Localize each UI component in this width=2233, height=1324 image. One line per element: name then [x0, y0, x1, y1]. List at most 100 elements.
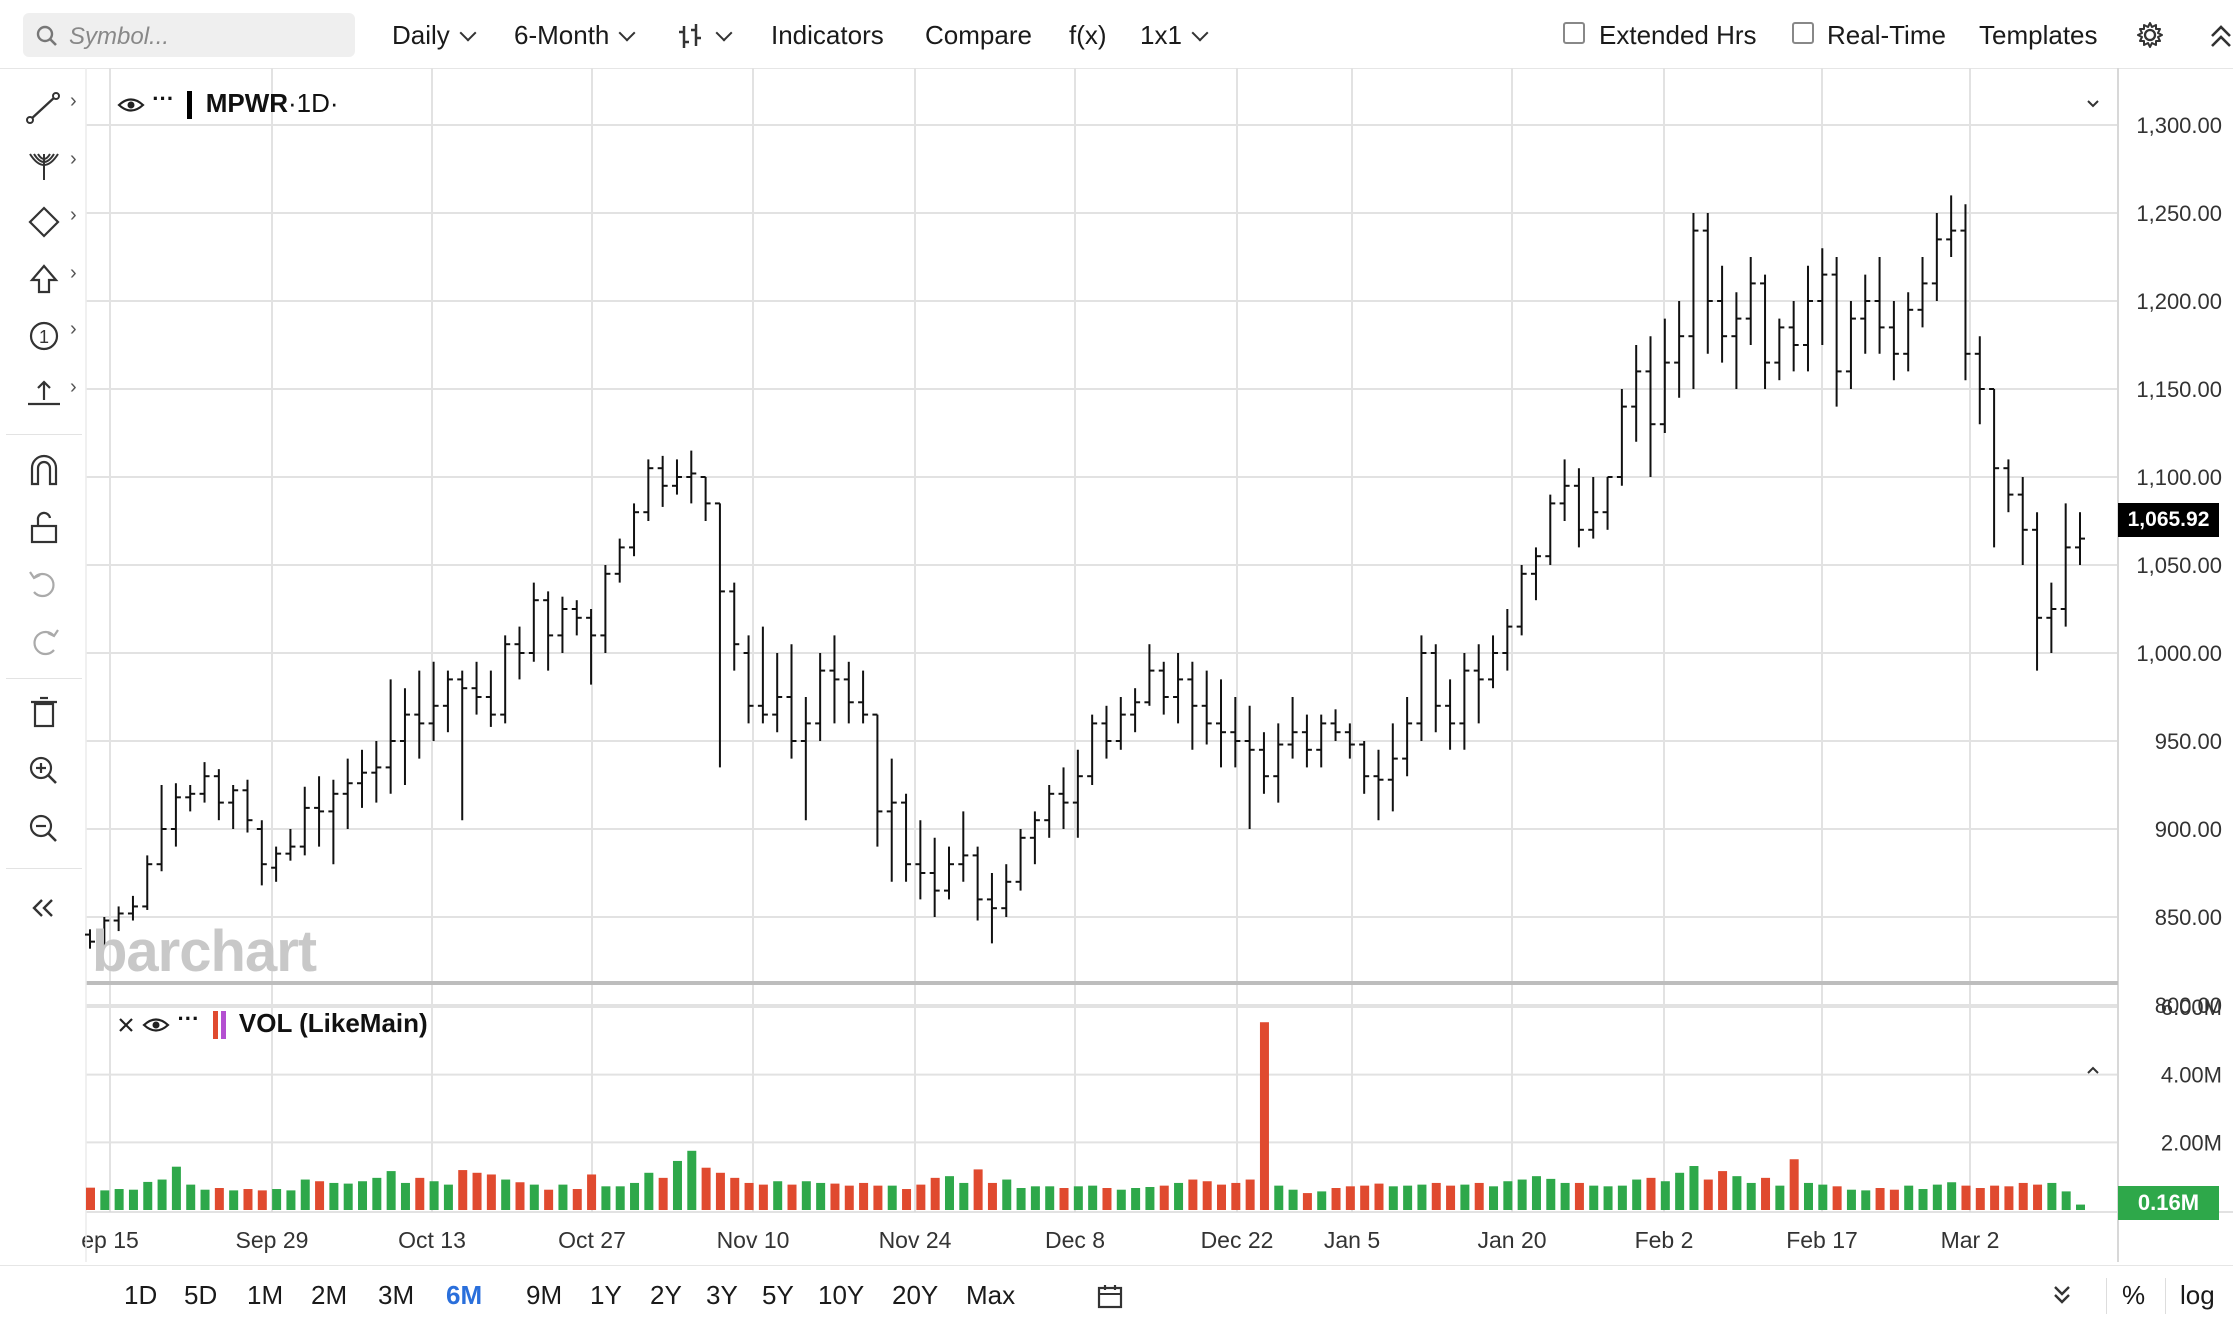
volume-bar	[744, 1182, 754, 1210]
range-button-3m[interactable]: 3M	[378, 1280, 415, 1310]
redo-icon[interactable]	[22, 622, 66, 662]
volume-bar	[415, 1177, 425, 1210]
range-button-max[interactable]: Max	[966, 1280, 1016, 1310]
ohlc-bar	[1573, 468, 1584, 548]
percent-toggle[interactable]: %	[2122, 1280, 2146, 1310]
ohlc-bar	[1373, 749, 1384, 821]
eye-icon[interactable]	[142, 1016, 170, 1034]
layout-dropdown[interactable]: 1x1	[1140, 20, 1209, 51]
range-button-5y[interactable]: 5Y	[762, 1280, 794, 1310]
templates-button[interactable]: Templates	[1979, 20, 2098, 50]
ohlc-bar	[614, 538, 625, 583]
ohlc-bar	[1602, 476, 1613, 530]
chevron-right-icon[interactable]: ›	[70, 148, 77, 170]
real-time-checkbox[interactable]	[1792, 22, 1814, 44]
magnet-icon[interactable]	[22, 450, 66, 490]
log-toggle[interactable]: log	[2180, 1280, 2215, 1310]
volume-bar	[358, 1181, 368, 1210]
chart-type-dropdown[interactable]	[676, 20, 733, 52]
fibonacci-tool-icon[interactable]	[22, 146, 66, 186]
gear-icon[interactable]	[2135, 20, 2165, 50]
arrow-tool-icon[interactable]	[22, 260, 66, 300]
real-time-label[interactable]: Real-Time	[1827, 20, 1946, 50]
price-tick-label: 950.00	[2155, 729, 2222, 754]
zoom-in-icon[interactable]	[22, 750, 66, 790]
ohlc-bar	[271, 846, 282, 882]
price-tick-label: 1,300.00	[2136, 113, 2222, 138]
range-button-9m[interactable]: 9M	[526, 1280, 563, 1310]
range-button-2y[interactable]: 2Y	[650, 1280, 682, 1310]
volume-bar	[672, 1160, 682, 1210]
range-button-10y[interactable]: 10Y	[818, 1280, 865, 1310]
shape-tool-icon[interactable]	[22, 202, 66, 242]
chevron-up-icon[interactable]	[2085, 1064, 2101, 1076]
range-button-3y[interactable]: 3Y	[706, 1280, 738, 1310]
more-options-icon[interactable]: ···	[152, 86, 175, 111]
chevron-right-icon[interactable]: ›	[70, 90, 77, 112]
ohlc-bar	[1817, 248, 1828, 345]
compare-button[interactable]: Compare	[925, 20, 1032, 50]
extended-hours-checkbox[interactable]	[1563, 22, 1585, 44]
range-button-1m[interactable]: 1M	[247, 1280, 284, 1310]
eye-icon[interactable]	[117, 96, 145, 114]
annotation-tool-icon[interactable]: 1	[22, 316, 66, 356]
unlock-icon[interactable]	[22, 508, 66, 548]
chevron-right-icon[interactable]: ›	[70, 318, 77, 340]
volume-bar	[386, 1171, 396, 1210]
trendline-tool-icon[interactable]	[22, 88, 66, 128]
chevron-right-icon[interactable]: ›	[70, 262, 77, 284]
range-button-1d[interactable]: 1D	[124, 1280, 158, 1310]
collapse-up-icon[interactable]	[2208, 22, 2233, 50]
price-tick-label: 900.00	[2155, 817, 2222, 842]
price-tick-label: 1,100.00	[2136, 465, 2222, 490]
range-button-2m[interactable]: 2M	[311, 1280, 348, 1310]
ohlc-bar	[1989, 388, 2000, 548]
ohlc-bar	[185, 785, 196, 812]
price-tick-label: 850.00	[2155, 905, 2222, 930]
volume-bar	[1231, 1182, 1241, 1210]
ohlc-bar	[657, 455, 668, 507]
chevron-down-icon[interactable]	[2085, 98, 2101, 110]
ohlc-bar	[1158, 661, 1169, 715]
collapse-sidebar-icon[interactable]	[22, 888, 66, 928]
interval-dropdown[interactable]: Daily	[392, 20, 477, 51]
ohlc-bar	[1087, 714, 1098, 785]
symbol-search[interactable]: Symbol...	[23, 13, 355, 57]
volume-bar	[372, 1177, 382, 1210]
ohlc-bar	[457, 670, 468, 821]
measure-tool-icon[interactable]	[22, 374, 66, 414]
ohlc-bar	[1044, 785, 1055, 838]
ohlc-bar	[829, 635, 840, 724]
undo-icon[interactable]	[22, 564, 66, 604]
close-icon[interactable]	[117, 1016, 135, 1034]
volume-bar	[2061, 1191, 2071, 1210]
period-dropdown[interactable]: 6-Month	[514, 20, 636, 51]
double-chevron-down-icon[interactable]	[2050, 1282, 2074, 1308]
indicators-button[interactable]: Indicators	[771, 20, 884, 50]
ohlc-bar	[714, 502, 725, 768]
range-button-20y[interactable]: 20Y	[892, 1280, 939, 1310]
volume-bar	[1431, 1182, 1441, 1210]
more-options-icon[interactable]: ···	[177, 1006, 200, 1031]
ohlc-bar	[1344, 723, 1355, 759]
ohlc-bars-icon	[679, 24, 701, 49]
trash-icon[interactable]	[22, 692, 66, 732]
interval-label: Daily	[392, 20, 450, 50]
ohlc-bar	[543, 591, 554, 671]
volume-legend: ··· VOL (LikeMain)	[117, 1006, 428, 1040]
zoom-out-icon[interactable]	[22, 808, 66, 848]
last-volume-label: 0.16M	[2118, 1186, 2219, 1220]
range-button-6m[interactable]: 6M	[446, 1280, 483, 1310]
search-input[interactable]: Symbol...	[69, 23, 170, 50]
range-button-1y[interactable]: 1Y	[590, 1280, 622, 1310]
volume-bar	[1059, 1188, 1069, 1210]
calendar-icon[interactable]	[1096, 1282, 1124, 1310]
function-button[interactable]: f(x)	[1069, 20, 1107, 50]
chevron-right-icon[interactable]: ›	[70, 204, 77, 226]
extended-hours-label[interactable]: Extended Hrs	[1599, 20, 1757, 50]
chevron-right-icon[interactable]: ›	[70, 376, 77, 398]
volume-bar	[1403, 1185, 1413, 1210]
range-button-5d[interactable]: 5D	[184, 1280, 218, 1310]
ohlc-bar	[1760, 274, 1771, 389]
